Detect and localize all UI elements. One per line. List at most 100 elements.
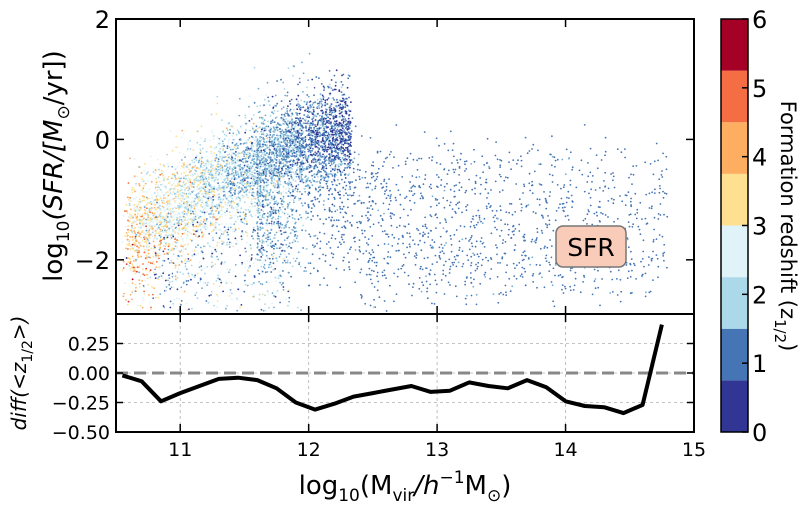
scatter-point xyxy=(310,129,312,132)
scatter-point xyxy=(411,175,414,177)
scatter-point xyxy=(372,161,374,164)
scatter-point xyxy=(266,203,269,205)
scatter-point xyxy=(438,254,441,257)
scatter-point xyxy=(405,195,408,198)
scatter-point xyxy=(263,184,266,187)
scatter-point xyxy=(138,198,141,201)
scatter-point xyxy=(248,266,250,269)
scatter-point xyxy=(366,217,369,219)
scatter-point xyxy=(186,203,189,206)
scatter-point xyxy=(233,214,236,217)
scatter-point xyxy=(291,146,293,149)
scatter-point xyxy=(338,163,341,165)
scatter-point xyxy=(156,256,159,259)
scatter-point xyxy=(204,180,207,183)
scatter-point xyxy=(268,153,271,156)
scatter-point xyxy=(182,273,185,275)
scatter-point xyxy=(263,267,266,270)
scatter-point xyxy=(261,128,263,131)
scatter-point xyxy=(274,174,277,177)
scatter-point xyxy=(419,267,422,270)
scatter-point xyxy=(492,293,495,295)
scatter-point xyxy=(212,213,215,216)
scatter-point xyxy=(220,233,223,235)
scatter-point xyxy=(587,162,589,164)
scatter-point xyxy=(626,238,629,241)
scatter-point xyxy=(393,300,395,303)
scatter-point xyxy=(200,172,203,174)
scatter-point xyxy=(313,161,315,164)
scatter-point xyxy=(505,211,508,214)
scatter-point xyxy=(306,116,309,118)
scatter-point xyxy=(251,179,254,181)
scatter-point xyxy=(154,246,156,249)
scatter-point xyxy=(305,270,307,272)
scatter-point xyxy=(341,178,343,181)
scatter-point xyxy=(295,175,298,178)
scatter-point xyxy=(269,134,272,136)
scatter-point xyxy=(162,250,165,253)
scatter-point xyxy=(150,217,153,219)
scatter-point xyxy=(209,207,212,210)
scatter-point xyxy=(241,179,244,182)
scatter-point xyxy=(643,265,645,268)
scatter-point xyxy=(191,250,194,252)
scatter-point xyxy=(570,194,573,197)
scatter-point xyxy=(270,120,272,123)
scatter-point xyxy=(263,160,266,163)
scatter-point xyxy=(342,73,345,76)
scatter-point xyxy=(211,171,213,174)
scatter-point xyxy=(243,191,246,194)
scatter-point xyxy=(443,143,446,145)
scatter-point xyxy=(209,209,212,212)
scatter-point xyxy=(319,124,322,126)
scatter-point xyxy=(299,161,302,164)
scatter-point xyxy=(233,230,236,233)
scatter-point xyxy=(252,191,254,194)
scatter-point xyxy=(259,229,261,231)
scatter-point xyxy=(588,210,590,213)
scatter-point xyxy=(129,197,132,199)
scatter-point xyxy=(456,254,458,257)
scatter-point xyxy=(330,103,333,106)
scatter-point xyxy=(314,101,317,103)
scatter-point xyxy=(282,185,285,188)
scatter-point xyxy=(545,200,548,203)
scatter-point xyxy=(272,112,275,115)
scatter-point xyxy=(144,212,147,215)
scatter-point xyxy=(159,273,162,275)
scatter-point xyxy=(266,181,269,184)
scatter-point xyxy=(158,226,160,229)
scatter-point xyxy=(346,86,349,89)
scatter-point xyxy=(173,206,176,209)
scatter-point xyxy=(217,182,220,185)
scatter-point xyxy=(141,306,144,309)
scatter-point xyxy=(521,266,524,269)
scatter-point xyxy=(246,149,249,151)
scatter-point xyxy=(316,133,318,136)
scatter-point xyxy=(331,234,334,237)
scatter-point xyxy=(280,132,283,135)
scatter-point xyxy=(307,177,309,180)
scatter-point xyxy=(327,142,330,145)
scatter-point xyxy=(227,174,230,177)
scatter-point xyxy=(249,182,252,185)
scatter-point xyxy=(212,190,214,193)
scatter-point xyxy=(208,213,210,215)
scatter-point xyxy=(292,171,295,174)
scatter-point xyxy=(398,249,400,252)
scatter-point xyxy=(134,235,137,238)
scatter-point xyxy=(143,184,145,187)
scatter-point xyxy=(383,300,386,302)
scatter-point xyxy=(256,191,259,193)
scatter-point xyxy=(160,197,162,200)
scatter-point xyxy=(294,126,296,128)
scatter-point xyxy=(334,109,337,112)
scatter-point xyxy=(312,115,315,118)
scatter-point xyxy=(318,114,321,117)
scatter-point xyxy=(250,247,252,250)
scatter-point xyxy=(235,148,238,151)
scatter-point xyxy=(297,183,300,186)
scatter-point xyxy=(276,143,279,146)
scatter-point xyxy=(181,129,184,132)
